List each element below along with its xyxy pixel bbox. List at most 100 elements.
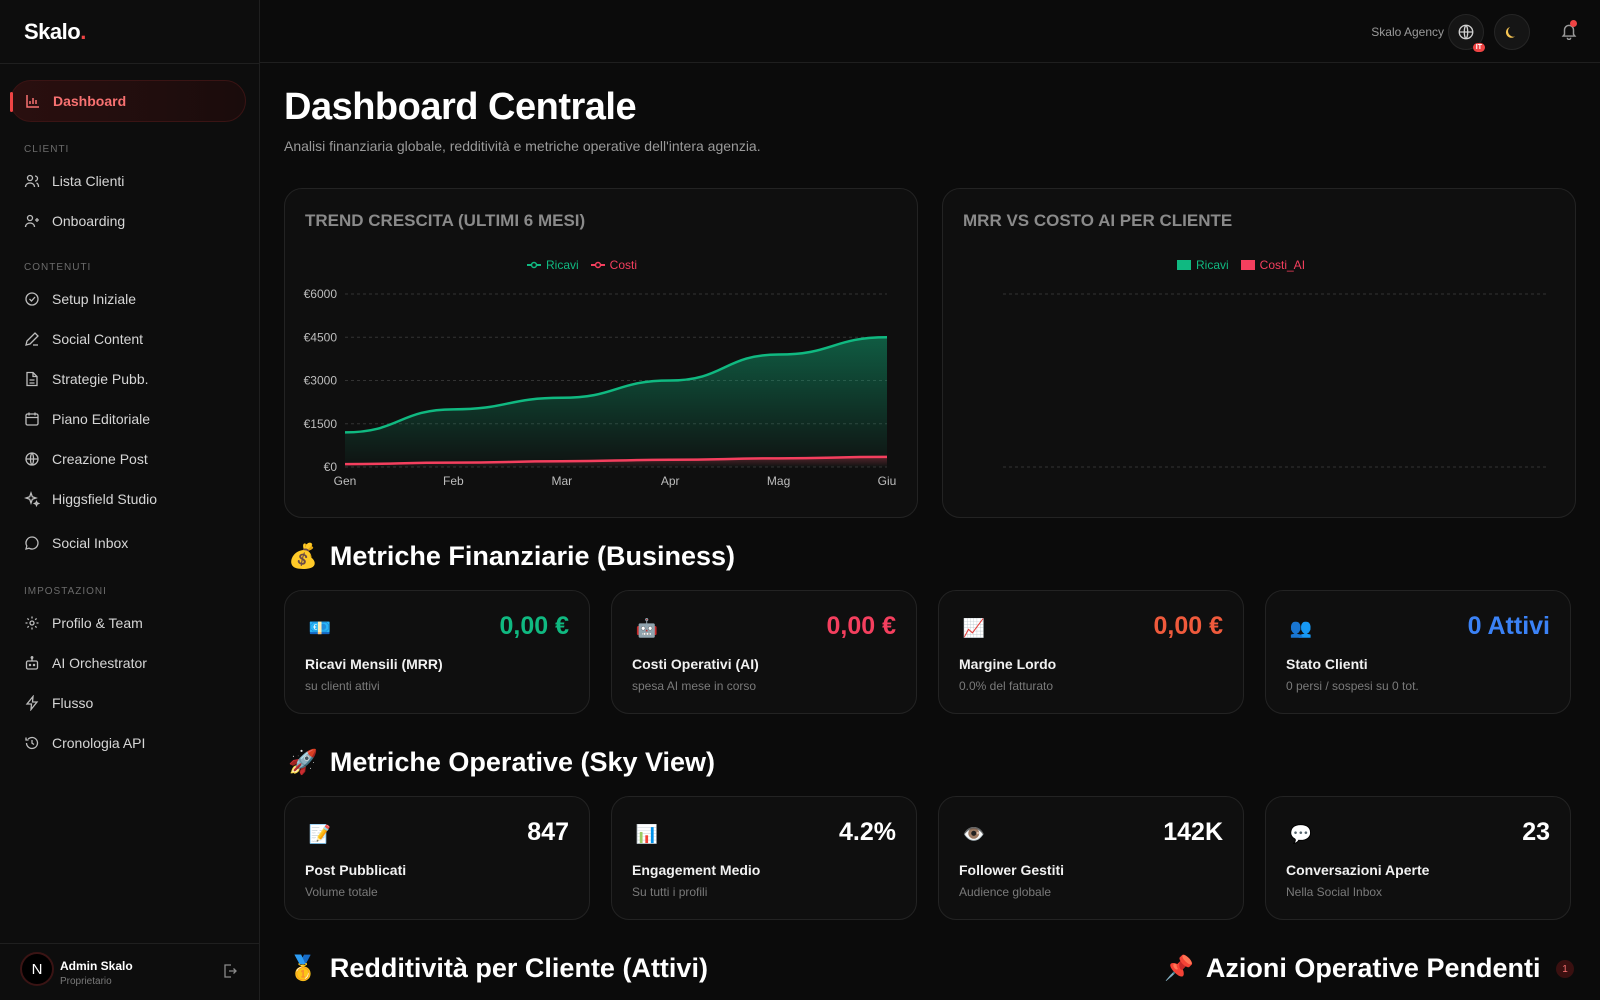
metric-value: 4.2% — [839, 818, 896, 846]
agency-name: Skalo Agency — [1371, 25, 1444, 39]
sidebar-item-label: Dashboard — [53, 93, 127, 109]
metric-card: 🤖 0,00 € Costi Operativi (AI) spesa AI mese… — [611, 590, 917, 714]
sidebar-item-dashboard[interactable]: Dashboard — [10, 80, 246, 122]
metric-subtitle: Volume totale — [305, 885, 378, 899]
sidebar-item-label: Profilo & Team — [52, 615, 143, 631]
sidebar-item-ai-orchestrator[interactable]: AI Orchestrator — [24, 653, 147, 673]
metric-subtitle: 0 persi / sospesi su 0 tot. — [1286, 679, 1419, 693]
mrr-chart-card: MRR VS COSTO AI PER CLIENTE Ricavi Costi… — [942, 188, 1576, 518]
lightning-icon — [25, 695, 39, 711]
sidebar-item-setup-iniziale[interactable]: Setup Iniziale — [24, 289, 136, 309]
metric-card: 💶 0,00 € Ricavi Mensili (MRR) su clienti at… — [284, 590, 590, 714]
sidebar-item-cronologia[interactable]: Cronologia API — [24, 733, 145, 753]
sidebar-item-profilo-team[interactable]: Profilo & Team — [24, 613, 143, 633]
legend-item-costi-ai[interactable]: Costi_AI — [1240, 258, 1305, 272]
legend-item-ricavi[interactable]: Ricavi — [527, 258, 579, 272]
metric-value: 0 Attivi — [1467, 612, 1550, 640]
legend-item-ricavi[interactable]: Ricavi — [1177, 258, 1229, 272]
section-title-text: Redditività per Cliente (Attivi) — [329, 953, 708, 983]
metric-label: Post Pubblicati — [305, 862, 407, 878]
metric-subtitle: Nella Social Inbox — [1286, 885, 1383, 899]
metric-icon: 👁️ — [962, 823, 986, 844]
history-icon — [25, 736, 39, 750]
globe-icon — [1458, 24, 1474, 40]
sidebar-item-label: Creazione Post — [52, 451, 148, 467]
legend-item-costi[interactable]: Costi — [590, 258, 637, 272]
metric-subtitle: Su tutti i profili — [632, 885, 708, 899]
money-bag-icon: 💰 — [288, 543, 318, 570]
sidebar-item-onboarding[interactable]: Onboarding — [24, 211, 125, 231]
sidebar-item-creazione-post[interactable]: Creazione Post — [24, 449, 148, 469]
moon-icon — [1505, 27, 1515, 38]
series-line-costi[interactable] — [344, 455, 888, 466]
metric-value: 0,00 € — [1153, 612, 1223, 640]
metric-label: Engagement Medio — [632, 862, 761, 878]
x-tick-label: Feb — [443, 474, 464, 488]
user-name: Admin Skalo — [60, 959, 133, 973]
sidebar-item-social-content[interactable]: Social Content — [24, 329, 143, 349]
sidebar-item-label: Flusso — [52, 695, 94, 711]
sidebar-divider — [0, 63, 260, 64]
metric-value: 0,00 € — [826, 612, 896, 640]
sidebar-item-label: Setup Iniziale — [52, 291, 137, 307]
metric-card: 👁️ 142K Follower Gestiti Audience globale — [938, 796, 1244, 920]
x-tick-label: Apr — [661, 474, 680, 488]
y-tick-label: €4500 — [304, 330, 338, 344]
legend-swatch — [1240, 260, 1255, 270]
legend-label: Ricavi — [1196, 258, 1229, 272]
sidebar-item-label: Cronologia API — [52, 735, 146, 751]
metric-value: 23 — [1522, 818, 1550, 846]
metric-value: 142K — [1163, 818, 1223, 846]
metric-subtitle: su clienti attivi — [305, 679, 380, 693]
section-title-azioni: 📌 Azioni Operative Pendenti — [1164, 953, 1540, 984]
page-subtitle: Analisi finanziaria globale, redditività… — [284, 138, 761, 154]
mrr-chart — [1003, 293, 1549, 468]
x-tick-label: Mar — [551, 474, 572, 488]
logo[interactable]: Skalo. — [24, 19, 86, 45]
metric-card: 📊 4.2% Engagement Medio Su tutti i profili — [611, 796, 917, 920]
y-tick-label: €3000 — [304, 374, 338, 388]
theme-toggle-button[interactable] — [1494, 14, 1530, 50]
section-title-operative: 🚀 Metriche Operative (Sky View) — [288, 747, 715, 778]
language-button[interactable]: IT — [1448, 14, 1485, 52]
topbar: Skalo Agency IT — [260, 0, 1600, 63]
section-label-impostazioni: IMPOSTAZIONI — [24, 586, 107, 597]
chart-legend: Ricavi Costi — [527, 258, 637, 272]
legend-swatch — [1177, 260, 1191, 270]
x-tick-label: Gen — [334, 474, 357, 488]
sidebar-item-label: Strategie Pubb. — [52, 371, 149, 387]
sidebar-item-label: Lista Clienti — [52, 173, 125, 189]
user-profile[interactable]: N Admin Skalo Proprietario — [0, 943, 260, 1000]
sidebar-item-social-inbox[interactable]: Social Inbox — [24, 533, 128, 553]
sidebar-item-label: Piano Editoriale — [52, 411, 151, 427]
sidebar-item-higgsfield[interactable]: Higgsfield Studio — [24, 489, 157, 509]
metric-label: Margine Lordo — [959, 656, 1057, 672]
sidebar-item-lista-clienti[interactable]: Lista Clienti — [24, 171, 124, 191]
metric-card: 📝 847 Post Pubblicati Volume totale — [284, 796, 590, 920]
series-line-ricavi[interactable] — [344, 336, 888, 434]
document-icon — [26, 371, 38, 387]
chart-title: MRR VS COSTO AI PER CLIENTE — [963, 211, 1233, 230]
users-icon — [24, 174, 40, 188]
legend-label: Ricavi — [546, 258, 579, 272]
metric-subtitle: spesa AI mese in corso — [632, 679, 757, 693]
logo-dot: . — [80, 19, 86, 44]
sidebar-item-piano-editoriale[interactable]: Piano Editoriale — [24, 409, 150, 429]
sidebar-item-label: Onboarding — [52, 213, 126, 229]
chart-title: TREND CRESCITA (ULTIMI 6 MESI) — [305, 211, 586, 230]
sidebar-item-label: Social Content — [52, 331, 144, 347]
sidebar-item-flusso[interactable]: Flusso — [24, 693, 93, 713]
sidebar: Skalo. Dashboard CLIENTI Lista Clienti O… — [0, 0, 260, 1000]
metric-value: 847 — [527, 818, 569, 846]
page-title: Dashboard Centrale — [284, 86, 637, 128]
metric-icon: 📊 — [635, 823, 659, 844]
trend-chart-card: TREND CRESCITA (ULTIMI 6 MESI) Ricavi Co… — [284, 188, 918, 518]
sidebar-item-strategie[interactable]: Strategie Pubb. — [24, 369, 149, 389]
metric-label: Ricavi Mensili (MRR) — [305, 656, 443, 672]
section-title-redditivita: 🥇 Redditività per Cliente (Attivi) — [288, 953, 708, 984]
y-tick-label: €6000 — [304, 287, 338, 301]
logout-icon[interactable] — [222, 963, 238, 979]
active-indicator — [10, 92, 13, 112]
gear-icon — [25, 616, 39, 630]
